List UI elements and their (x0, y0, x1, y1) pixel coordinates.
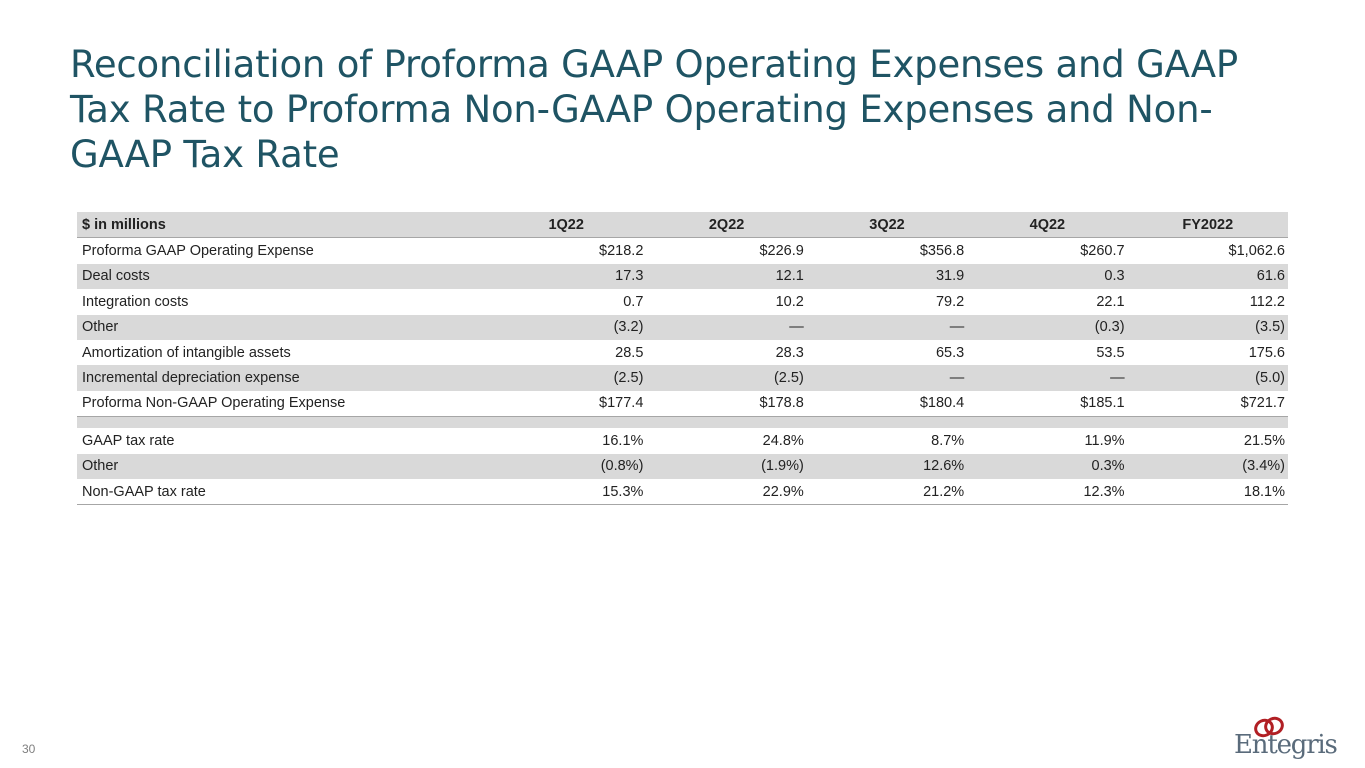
cell-value: (0.8%) (486, 453, 647, 479)
table-spacer-row (77, 416, 1288, 429)
cell-value: $721.7 (1127, 390, 1288, 418)
cell-value: $180.4 (806, 390, 968, 418)
cell-value: 21.2% (806, 478, 968, 506)
cell-value: $178.8 (646, 390, 807, 418)
cell-value: (3.5) (1127, 314, 1288, 340)
cell-value: $1,062.6 (1228, 243, 1285, 260)
cell-value: 0.3% (967, 453, 1128, 479)
header-2q22: 2Q22 (646, 212, 807, 239)
cell-value: 15.3% (486, 478, 647, 506)
row-incremental-depreciation: Incremental depreciation expense (2.5) (… (77, 365, 1288, 391)
cell-value: 28.5 (615, 344, 644, 361)
cell-value: $177.4 (486, 390, 647, 418)
row-label: Incremental depreciation expense (77, 365, 487, 391)
cell-value: (1.9%) (646, 453, 807, 479)
slide-title: Reconciliation of Proforma GAAP Operatin… (70, 43, 1238, 176)
cell-value: $260.7 (1080, 243, 1125, 260)
row-deal-costs: Deal costs 17.3 12.1 31.9 0.3 61.6 (77, 263, 1288, 290)
row-other-opex: Other (3.2) — — (0.3) (3.5) (77, 314, 1288, 340)
cell-value: 21.5% (1243, 432, 1285, 449)
row-label: Proforma GAAP Operating Expense (82, 243, 314, 260)
cell-value: 0.7 (623, 293, 644, 310)
row-proforma-non-gaap-opex: Proforma Non-GAAP Operating Expense $177… (77, 390, 1288, 418)
logo-mark-icon (1254, 716, 1284, 738)
row-proforma-gaap-opex: Proforma GAAP Operating Expense $218.2 $… (77, 238, 1288, 264)
cell-value: 12.6% (806, 453, 968, 479)
cell-value: 18.1% (1127, 478, 1288, 506)
entegris-logo: Entegris (1232, 716, 1342, 762)
spacer-cell (77, 416, 1288, 429)
cell-value: (0.3) (967, 314, 1128, 340)
row-gaap-tax-rate: GAAP tax rate 16.1% 24.8% 8.7% 11.9% 21.… (77, 428, 1288, 453)
page-number: 30 (22, 742, 36, 756)
cell-value: (2.5) (646, 365, 807, 391)
cell-value: 175.6 (1248, 344, 1285, 361)
header-fy2022: FY2022 (1127, 212, 1288, 239)
cell-value: $185.1 (967, 390, 1128, 418)
cell-value: $226.9 (759, 243, 804, 260)
row-label: Proforma Non-GAAP Operating Expense (77, 390, 487, 418)
row-label: Non-GAAP tax rate (77, 478, 487, 506)
header-1q22: 1Q22 (486, 212, 647, 239)
row-non-gaap-tax-rate: Non-GAAP tax rate 15.3% 22.9% 21.2% 12.3… (77, 478, 1288, 506)
header-units: $ in millions (77, 212, 487, 239)
cell-value: 17.3 (486, 263, 647, 290)
cell-value: 10.2 (775, 293, 804, 310)
row-label: Other (77, 314, 487, 340)
cell-value: 12.3% (967, 478, 1128, 506)
header-4q22: 4Q22 (967, 212, 1128, 239)
cell-value: 16.1% (602, 432, 644, 449)
row-integration-costs: Integration costs 0.7 10.2 79.2 22.1 112… (77, 289, 1288, 314)
row-label: GAAP tax rate (82, 432, 175, 449)
cell-value: — (806, 314, 968, 340)
cell-value: 22.1 (1096, 293, 1125, 310)
cell-value: 79.2 (935, 293, 965, 310)
cell-value: 8.7% (931, 432, 965, 449)
cell-value: — (967, 365, 1128, 391)
cell-value: 65.3 (935, 344, 965, 361)
cell-value: 31.9 (806, 263, 968, 290)
cell-value: $218.2 (599, 243, 644, 260)
cell-value: 53.5 (1096, 344, 1125, 361)
row-label: Integration costs (82, 293, 189, 310)
cell-value: (5.0) (1127, 365, 1288, 391)
logo-text: Entegris (1234, 730, 1338, 760)
cell-value: 24.8% (762, 432, 804, 449)
cell-value: (3.2) (486, 314, 647, 340)
row-amortization: Amortization of intangible assets 28.5 2… (77, 340, 1288, 365)
cell-value: 61.6 (1127, 263, 1288, 290)
row-label: Deal costs (77, 263, 487, 290)
cell-value: 28.3 (775, 344, 804, 361)
row-label: Amortization of intangible assets (82, 344, 291, 361)
table-header-row: $ in millions 1Q22 2Q22 3Q22 4Q22 FY2022 (77, 212, 1288, 239)
cell-value: — (646, 314, 807, 340)
cell-value: 11.9% (1084, 432, 1125, 449)
row-label: Other (77, 453, 487, 479)
cell-value: 12.1 (646, 263, 807, 290)
reconciliation-table: $ in millions 1Q22 2Q22 3Q22 4Q22 FY2022… (77, 212, 1288, 506)
cell-value: (3.4%) (1127, 453, 1288, 479)
cell-value: 0.3 (967, 263, 1128, 290)
cell-value: 22.9% (646, 478, 807, 506)
cell-value: $356.8 (919, 243, 965, 260)
header-3q22: 3Q22 (806, 212, 968, 239)
cell-value: (2.5) (486, 365, 647, 391)
row-other-tax: Other (0.8%) (1.9%) 12.6% 0.3% (3.4%) (77, 453, 1288, 479)
cell-value: 112.2 (1249, 293, 1285, 310)
cell-value: — (806, 365, 968, 391)
